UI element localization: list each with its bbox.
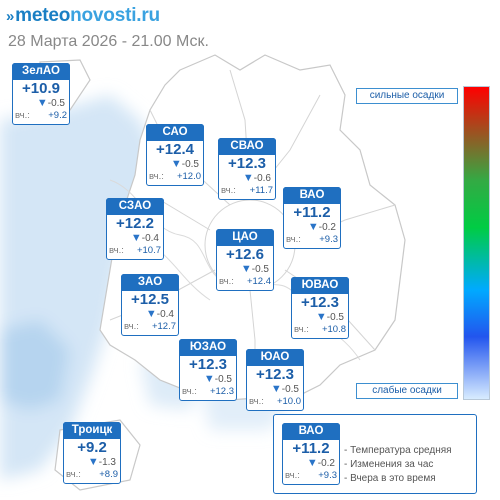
down-triangle-icon: ▼ [242, 172, 254, 184]
district-temperature: +11.2 [293, 204, 331, 221]
district-temperature: +12.6 [226, 246, 264, 263]
district-card-svao: СВАО +12.3 ▼-0.6 вч.: +11.7 [218, 138, 276, 200]
district-name: СВАО [218, 138, 276, 155]
forecast-datetime: 28 Марта 2026 - 21.00 Мск. [8, 33, 209, 50]
district-temperature: +10.9 [22, 80, 60, 97]
yesterday-temperature: вч.: +10.7 [109, 245, 161, 256]
down-triangle-icon: ▼ [240, 263, 252, 275]
yesterday-temperature: вч.: +9.3 [285, 470, 337, 481]
district-temperature: +12.3 [256, 366, 294, 383]
yesterday-temperature: вч.: +10.8 [294, 324, 346, 335]
precip-scale-top-label: сильные осадки [356, 88, 458, 104]
hourly-change: ▼-0.5 [270, 383, 299, 396]
district-name: САО [146, 124, 204, 141]
map-legend: ВАО +11.2 ▼-0.2 вч.: +9.3 - Температура с… [273, 414, 477, 494]
yesterday-temperature: вч.: +9.2 [15, 110, 67, 121]
legend-line-average-temp: - Температура средняя [344, 445, 452, 456]
district-name: ВАО [283, 187, 341, 204]
district-name: ВАО [282, 423, 340, 440]
site-logo: »meteonovosti.ru [6, 5, 160, 27]
district-card-yuao: ЮАО +12.3 ▼-0.5 вч.: +10.0 [246, 349, 304, 411]
district-card-yuvao: ЮВАО +12.3 ▼-0.5 вч.: +10.8 [291, 277, 349, 339]
yesterday-temperature: вч.: +11.7 [221, 185, 273, 196]
down-triangle-icon: ▼ [306, 457, 318, 469]
down-triangle-icon: ▼ [145, 308, 157, 320]
district-card-zao: ЗАО +12.5 ▼-0.4 вч.: +12.7 [121, 274, 179, 336]
down-triangle-icon: ▼ [170, 158, 182, 170]
yesterday-temperature: вч.: +12.0 [149, 171, 201, 182]
yesterday-temperature: вч.: +10.0 [249, 396, 301, 407]
down-triangle-icon: ▼ [315, 311, 327, 323]
district-name: ЮАО [246, 349, 304, 366]
district-temperature: +11.2 [292, 440, 330, 457]
hourly-change: ▼-0.6 [242, 172, 271, 185]
yesterday-temperature: вч.: +12.7 [124, 321, 176, 332]
down-triangle-icon: ▼ [270, 383, 282, 395]
district-card-cao: ЦАО +12.6 ▼-0.5 вч.: +12.4 [216, 229, 274, 291]
hourly-change: ▼-0.2 [307, 221, 336, 234]
district-temperature: +12.5 [131, 291, 169, 308]
hourly-change: ▼-0.5 [36, 97, 65, 110]
down-triangle-icon: ▼ [36, 97, 48, 109]
hourly-change: ▼-0.5 [203, 373, 232, 386]
legend-line-yesterday: - Вчера в это время [344, 473, 436, 484]
hourly-change: ▼-0.5 [240, 263, 269, 276]
legend-sample-card: ВАО +11.2 ▼-0.2 вч.: +9.3 [282, 423, 340, 485]
district-temperature: +12.4 [156, 141, 194, 158]
yesterday-temperature: вч.: +12.3 [182, 386, 234, 397]
district-name: ЦАО [216, 229, 274, 246]
district-temperature: +12.2 [116, 215, 154, 232]
hourly-change: ▼-0.5 [170, 158, 199, 171]
district-card-szao: СЗАО +12.2 ▼-0.4 вч.: +10.7 [106, 198, 164, 260]
logo-mark-icon: » [6, 8, 15, 25]
down-triangle-icon: ▼ [130, 232, 142, 244]
yesterday-temperature: вч.: +8.9 [66, 469, 118, 480]
district-temperature: +12.3 [228, 155, 266, 172]
district-temperature: +12.3 [189, 356, 227, 373]
down-triangle-icon: ▼ [307, 221, 319, 233]
district-temperature: +12.3 [301, 294, 339, 311]
district-name: Троицк [63, 422, 121, 439]
legend-line-hourly-change: - Изменения за час [344, 459, 434, 470]
district-card-troitsk: Троицк +9.2 ▼-1.3 вч.: +8.9 [63, 422, 121, 484]
precipitation-color-scale [463, 86, 490, 400]
district-name: ЮЗАО [179, 339, 237, 356]
yesterday-temperature: вч.: +12.4 [219, 276, 271, 287]
precip-scale-bottom-label: слабые осадки [356, 383, 458, 399]
district-name: ЗАО [121, 274, 179, 291]
down-triangle-icon: ▼ [87, 456, 99, 468]
hourly-change: ▼-1.3 [87, 456, 116, 469]
yesterday-temperature: вч.: +9.3 [286, 234, 338, 245]
hourly-change: ▼-0.4 [145, 308, 174, 321]
district-name: ЮВАО [291, 277, 349, 294]
logo-part-domain: novosti.ru [70, 5, 160, 26]
district-card-yuzao: ЮЗАО +12.3 ▼-0.5 вч.: +12.3 [179, 339, 237, 401]
hourly-change: ▼-0.4 [130, 232, 159, 245]
district-temperature: +9.2 [77, 439, 107, 456]
hourly-change: ▼-0.5 [315, 311, 344, 324]
district-name: СЗАО [106, 198, 164, 215]
district-card-sao: САО +12.4 ▼-0.5 вч.: +12.0 [146, 124, 204, 186]
district-card-zelao: ЗелАО +10.9 ▼-0.5 вч.: +9.2 [12, 63, 70, 125]
hourly-change: ▼-0.2 [306, 457, 335, 470]
down-triangle-icon: ▼ [203, 373, 215, 385]
district-card-vao: ВАО +11.2 ▼-0.2 вч.: +9.3 [283, 187, 341, 249]
logo-part-meteo: meteo [15, 5, 71, 26]
district-name: ЗелАО [12, 63, 70, 80]
